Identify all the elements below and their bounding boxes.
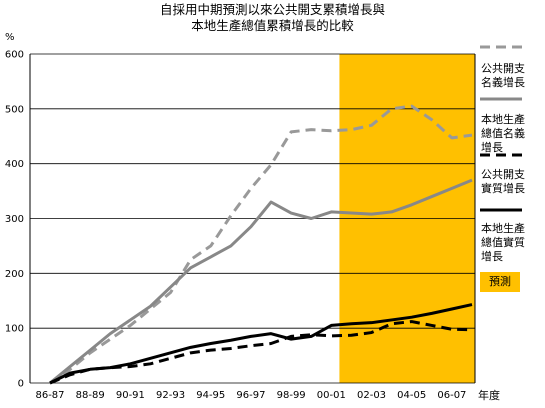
legend-text-line: 本地生產 (481, 222, 525, 235)
legend-text-line: 增長 (481, 250, 503, 263)
legend-text-line: 公共開支 (481, 168, 525, 181)
x-tick-label: 04-05 (397, 390, 426, 401)
y-tick-label: 0 (18, 379, 24, 390)
x-tick-label: 00-01 (317, 390, 346, 401)
legend-text-line: 總值實質 (481, 236, 525, 249)
forecast-legend-box: 預測 (480, 272, 520, 292)
legend-text-line: 本地生產 (481, 113, 525, 126)
x-tick-label: 06-07 (437, 390, 466, 401)
x-tick-label: 96-97 (236, 390, 265, 401)
x-axis-title: 年度 (478, 389, 500, 402)
series-line-4 (49, 303, 473, 385)
x-tick-label: 94-95 (196, 390, 225, 401)
legend-text-line: 名義增長 (481, 76, 525, 89)
legend-text-line: 增長 (481, 141, 503, 154)
chart-subtitle: 本地生產總值累積增長的比較 (191, 18, 354, 33)
y-axis-unit: % (5, 32, 15, 43)
y-tick-label: 600 (5, 50, 24, 61)
x-tick-label: 90-91 (116, 390, 145, 401)
legend-label-gdp-nominal: 本地生產 總值名義 增長 (481, 113, 537, 155)
series-line-2 (49, 178, 473, 385)
y-tick-label: 300 (5, 214, 24, 225)
x-tick-label: 88-89 (76, 390, 105, 401)
y-tick-label: 100 (5, 324, 24, 335)
legend-label-public-nominal: 公共開支 名義增長 (481, 62, 537, 90)
legend-text-line: 公共開支 (481, 62, 525, 75)
y-tick-label: 200 (5, 269, 24, 280)
y-tick-label: 400 (5, 159, 24, 170)
y-tick-label: 500 (5, 104, 24, 115)
legend-text-line: 實質增長 (481, 182, 525, 195)
x-tick-label: 86-87 (35, 390, 64, 401)
legend-label-public-real: 公共開支 實質增長 (481, 168, 537, 196)
chart-title: 自採用中期預測以來公共開支累積增長與 (159, 2, 385, 17)
legend-text-line: 總值名義 (481, 127, 525, 140)
x-tick-label: 92-93 (156, 390, 185, 401)
series-line-1 (49, 104, 473, 385)
x-tick-label: 98-99 (277, 390, 306, 401)
legend-label-gdp-real: 本地生產 總值實質 增長 (481, 222, 537, 264)
x-tick-label: 02-03 (357, 390, 386, 401)
